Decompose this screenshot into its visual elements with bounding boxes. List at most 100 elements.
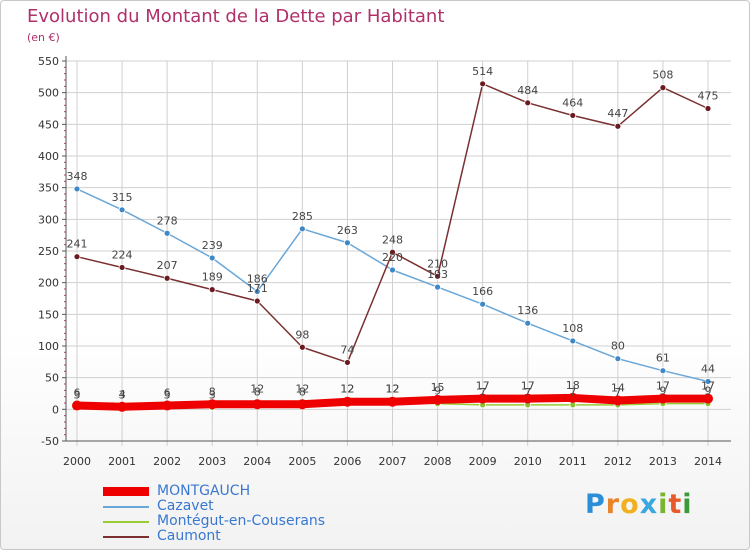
y-tick-label: 500: [38, 87, 59, 100]
data-point: [163, 274, 171, 282]
data-point: [163, 229, 171, 237]
data-point: [614, 355, 622, 363]
x-tick-label: 2007: [379, 455, 407, 468]
legend-swatch-montegut: [103, 520, 149, 523]
data-point: [208, 286, 216, 294]
legend-swatch-caumont: [103, 535, 149, 538]
data-label: 9: [705, 385, 712, 398]
data-label: 3: [209, 388, 216, 401]
data-point: [703, 393, 713, 404]
legend-label-cazavet: Cazavet: [157, 498, 214, 514]
data-label: 193: [427, 268, 448, 281]
data-label: 12: [340, 383, 354, 396]
data-label: 18: [566, 379, 580, 392]
data-label: 166: [472, 285, 493, 298]
data-label: 447: [607, 107, 628, 120]
data-point: [432, 394, 443, 405]
x-tick-label: 2011: [559, 455, 587, 468]
logo-letter: r: [605, 489, 621, 520]
x-tick-label: 2006: [333, 455, 361, 468]
data-point: [479, 300, 487, 308]
y-tick-label: -50: [41, 435, 59, 448]
data-label: 514: [472, 65, 493, 78]
data-label: 108: [562, 322, 583, 335]
data-point: [434, 272, 441, 280]
logo-letter: i: [682, 489, 693, 520]
data-label: 285: [292, 210, 313, 223]
data-point: [659, 367, 667, 375]
data-point: [522, 393, 533, 404]
data-point: [704, 378, 712, 385]
data-label: 7: [569, 386, 576, 399]
data-label: 17: [521, 380, 535, 393]
x-tick-label: 2014: [694, 455, 722, 468]
data-label: 278: [157, 214, 178, 227]
data-point: [344, 239, 351, 247]
data-label: 484: [517, 84, 538, 97]
logo-letter: P: [585, 489, 606, 520]
y-tick-label: 300: [38, 213, 59, 226]
data-point: [657, 393, 668, 404]
data-label: 475: [698, 90, 719, 103]
data-label: 80: [611, 340, 625, 353]
data-label: 17: [476, 380, 490, 393]
data-label: 464: [562, 96, 583, 109]
data-label: 8: [254, 385, 261, 398]
data-point: [117, 401, 128, 412]
data-label: 3: [119, 388, 126, 401]
legend-label-caumont: Caumont: [157, 528, 221, 544]
data-point: [387, 396, 398, 407]
data-label: 6: [164, 387, 171, 400]
x-tick-label: 2010: [514, 455, 542, 468]
data-point: [298, 225, 306, 233]
x-tick-label: 2013: [649, 455, 677, 468]
data-label: 9: [434, 385, 441, 398]
legend-item-montegut: Montégut-en-Couserans: [103, 514, 325, 529]
x-tick-label: 2004: [243, 455, 271, 468]
legend-swatch-cazavet: [103, 505, 149, 508]
data-point: [567, 392, 578, 403]
legend-item-caumont: Caumont: [103, 529, 325, 544]
data-point: [298, 343, 306, 351]
data-label: 239: [202, 239, 223, 252]
y-tick-label: 350: [38, 182, 59, 195]
data-label: 8: [209, 385, 216, 398]
data-point: [477, 393, 488, 404]
logo-letter: x: [639, 489, 659, 520]
y-tick-label: 550: [38, 55, 59, 68]
data-label: 74: [340, 343, 354, 356]
data-label: 207: [157, 259, 178, 272]
data-label: 7: [479, 386, 486, 399]
data-label: 12: [340, 383, 354, 396]
data-label: 7: [524, 386, 531, 399]
legend-label-montgauch: MONTGAUCH: [157, 483, 251, 499]
legend-swatch-montgauch: [103, 487, 149, 496]
data-point: [659, 84, 667, 91]
data-point: [524, 319, 532, 327]
x-tick-label: 2009: [469, 455, 497, 468]
data-label: 241: [67, 238, 88, 251]
data-point: [612, 395, 623, 406]
legend-label-montegut: Montégut-en-Couserans: [157, 513, 326, 529]
data-point: [253, 288, 261, 295]
data-label: 6: [74, 387, 81, 400]
data-point: [118, 264, 126, 271]
x-tick-label: 2012: [604, 455, 632, 468]
x-tick-label: 2001: [108, 455, 136, 468]
data-label: 12: [386, 383, 400, 396]
data-label: 508: [652, 69, 673, 82]
data-label: 8: [299, 385, 306, 398]
data-point: [389, 266, 396, 274]
data-point: [118, 206, 126, 214]
y-tick-label: 150: [38, 308, 59, 321]
data-point: [389, 248, 396, 256]
chart-unit: (en €): [27, 31, 60, 44]
data-point: [614, 122, 622, 130]
data-point: [479, 80, 487, 88]
x-tick-label: 2003: [198, 455, 226, 468]
data-label: 263: [337, 224, 358, 237]
data-label: 12: [250, 383, 264, 396]
data-label: 186: [247, 273, 268, 286]
data-point: [162, 400, 173, 411]
